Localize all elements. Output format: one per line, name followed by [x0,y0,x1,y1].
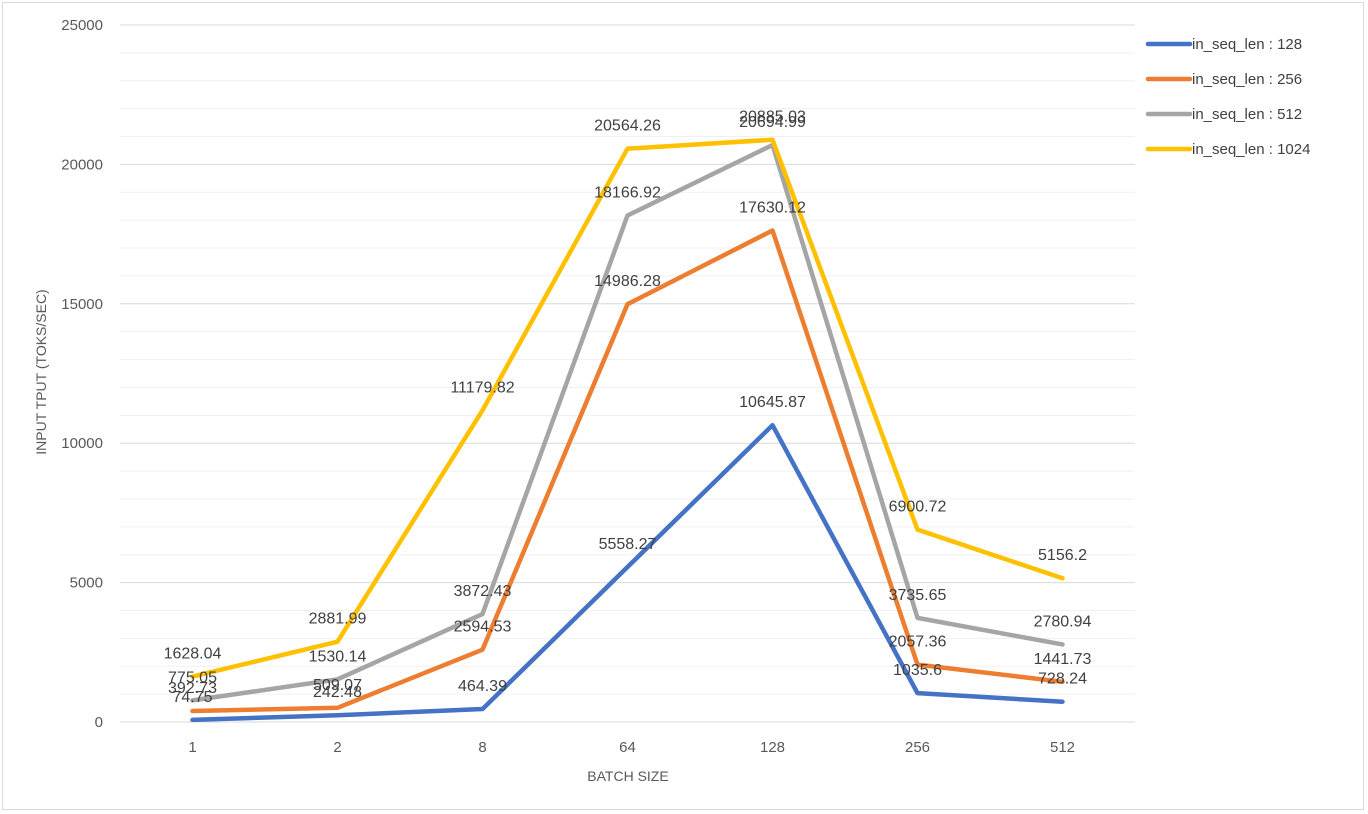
data-label: 5156.2 [1038,547,1087,564]
x-tick-label: 8 [478,739,486,756]
data-label: 3872.43 [454,583,512,600]
data-label: 509.07 [313,677,362,694]
y-tick-label: 10000 [61,435,103,452]
legend-label: in_seq_len : 256 [1192,71,1302,88]
series-line-0 [190,422,1065,723]
data-label: 11179.82 [450,379,514,396]
data-label: 1441.73 [1034,651,1092,668]
legend-label: in_seq_len : 512 [1192,106,1302,123]
data-label: 2780.94 [1034,613,1092,630]
data-label: 1628.04 [164,646,222,663]
series-line-2 [190,142,1065,703]
x-tick-label: 512 [1050,739,1075,756]
data-label: 2594.53 [454,619,512,636]
data-label: 10645.87 [739,394,806,411]
data-label: 242.48 [313,684,362,701]
legend-label: in_seq_len : 1024 [1192,141,1310,158]
data-label: 3735.65 [889,587,947,604]
x-tick-label: 128 [760,739,785,756]
x-tick-label: 64 [619,739,636,756]
y-tick-label: 20000 [61,156,103,173]
y-tick-label: 0 [95,714,103,731]
legend-label: in_seq_len : 128 [1192,36,1302,53]
y-tick-label: 15000 [61,296,103,313]
data-label: 392.73 [168,680,217,697]
x-tick-label: 2 [333,739,341,756]
y-axis-title: INPUT TPUT (TOKS/SEC) [33,289,49,454]
data-label: 20564.26 [594,118,661,135]
x-tick-label: 256 [905,739,930,756]
series-line-3 [190,137,1065,679]
data-label: 1035.6 [893,662,942,679]
series-line-1 [190,228,1065,714]
data-labels: 74.75 242.48 464.39 5558.27 10645.87 1035.6 72… [164,109,1092,706]
y-tick-label: 5000 [70,575,103,592]
data-label: 20694.99 [739,114,806,131]
data-label: 74.75 [172,689,212,706]
data-label: 464.39 [458,678,507,695]
x-axis-title: BATCH SIZE [587,768,668,784]
data-label: 775.05 [168,669,217,686]
data-label: 2881.99 [309,611,367,628]
data-label: 5558.27 [599,536,657,553]
data-label: 1530.14 [309,648,367,665]
data-label: 20885.03 [739,109,806,126]
data-label: 14986.28 [594,273,661,290]
data-label: 18166.92 [594,185,661,202]
legend: in_seq_len : 128 in_seq_len : 256 in_seq_l… [1145,36,1310,158]
data-label: 17630.12 [739,199,806,216]
series-lines [190,137,1065,723]
y-tick-label: 25000 [61,17,103,34]
data-label: 6900.72 [889,499,947,516]
x-tick-label: 1 [188,739,196,756]
data-label: 2057.36 [889,634,947,651]
data-label: 728.24 [1038,671,1087,688]
